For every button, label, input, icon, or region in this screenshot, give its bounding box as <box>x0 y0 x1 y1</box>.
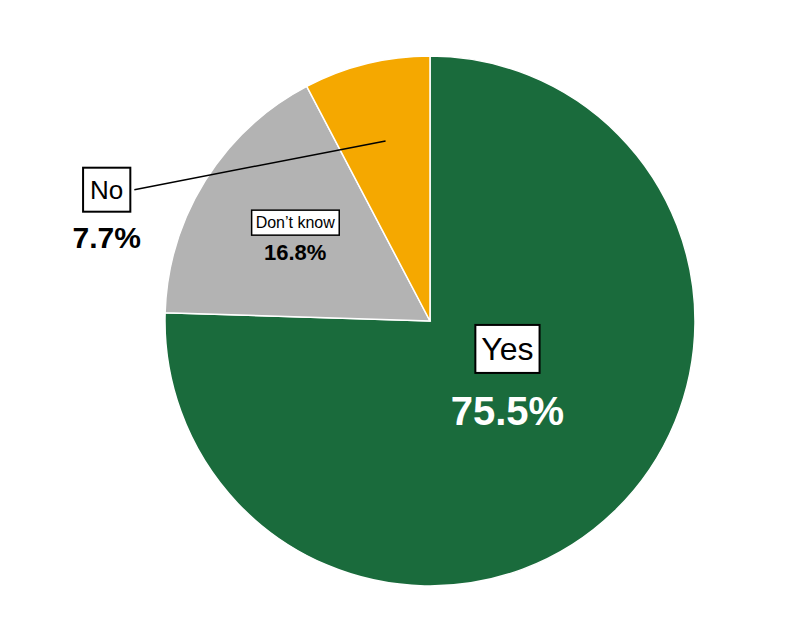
label-box <box>475 325 539 373</box>
category-label-group: No <box>83 168 130 212</box>
slice <box>307 56 430 321</box>
slice <box>165 56 695 586</box>
data-label: 75.5% <box>451 389 564 433</box>
category-label-group: Don’t know <box>252 210 340 235</box>
data-label: 7.7% <box>73 221 141 254</box>
chart: Yes 75.5% Don’t know 16.8% No 7.7% <box>0 0 800 643</box>
category-label: No <box>90 175 123 205</box>
labels: Yes 75.5% Don’t know 16.8% No 7.7% <box>73 141 565 433</box>
pie <box>165 56 695 586</box>
category-label: Don’t know <box>256 214 336 231</box>
label-box <box>252 210 340 235</box>
category-label-group: Yes <box>475 325 539 373</box>
category-label: Yes <box>481 331 533 367</box>
data-label: 16.8% <box>264 240 326 265</box>
label-box <box>83 168 130 212</box>
leader-line <box>134 141 385 190</box>
